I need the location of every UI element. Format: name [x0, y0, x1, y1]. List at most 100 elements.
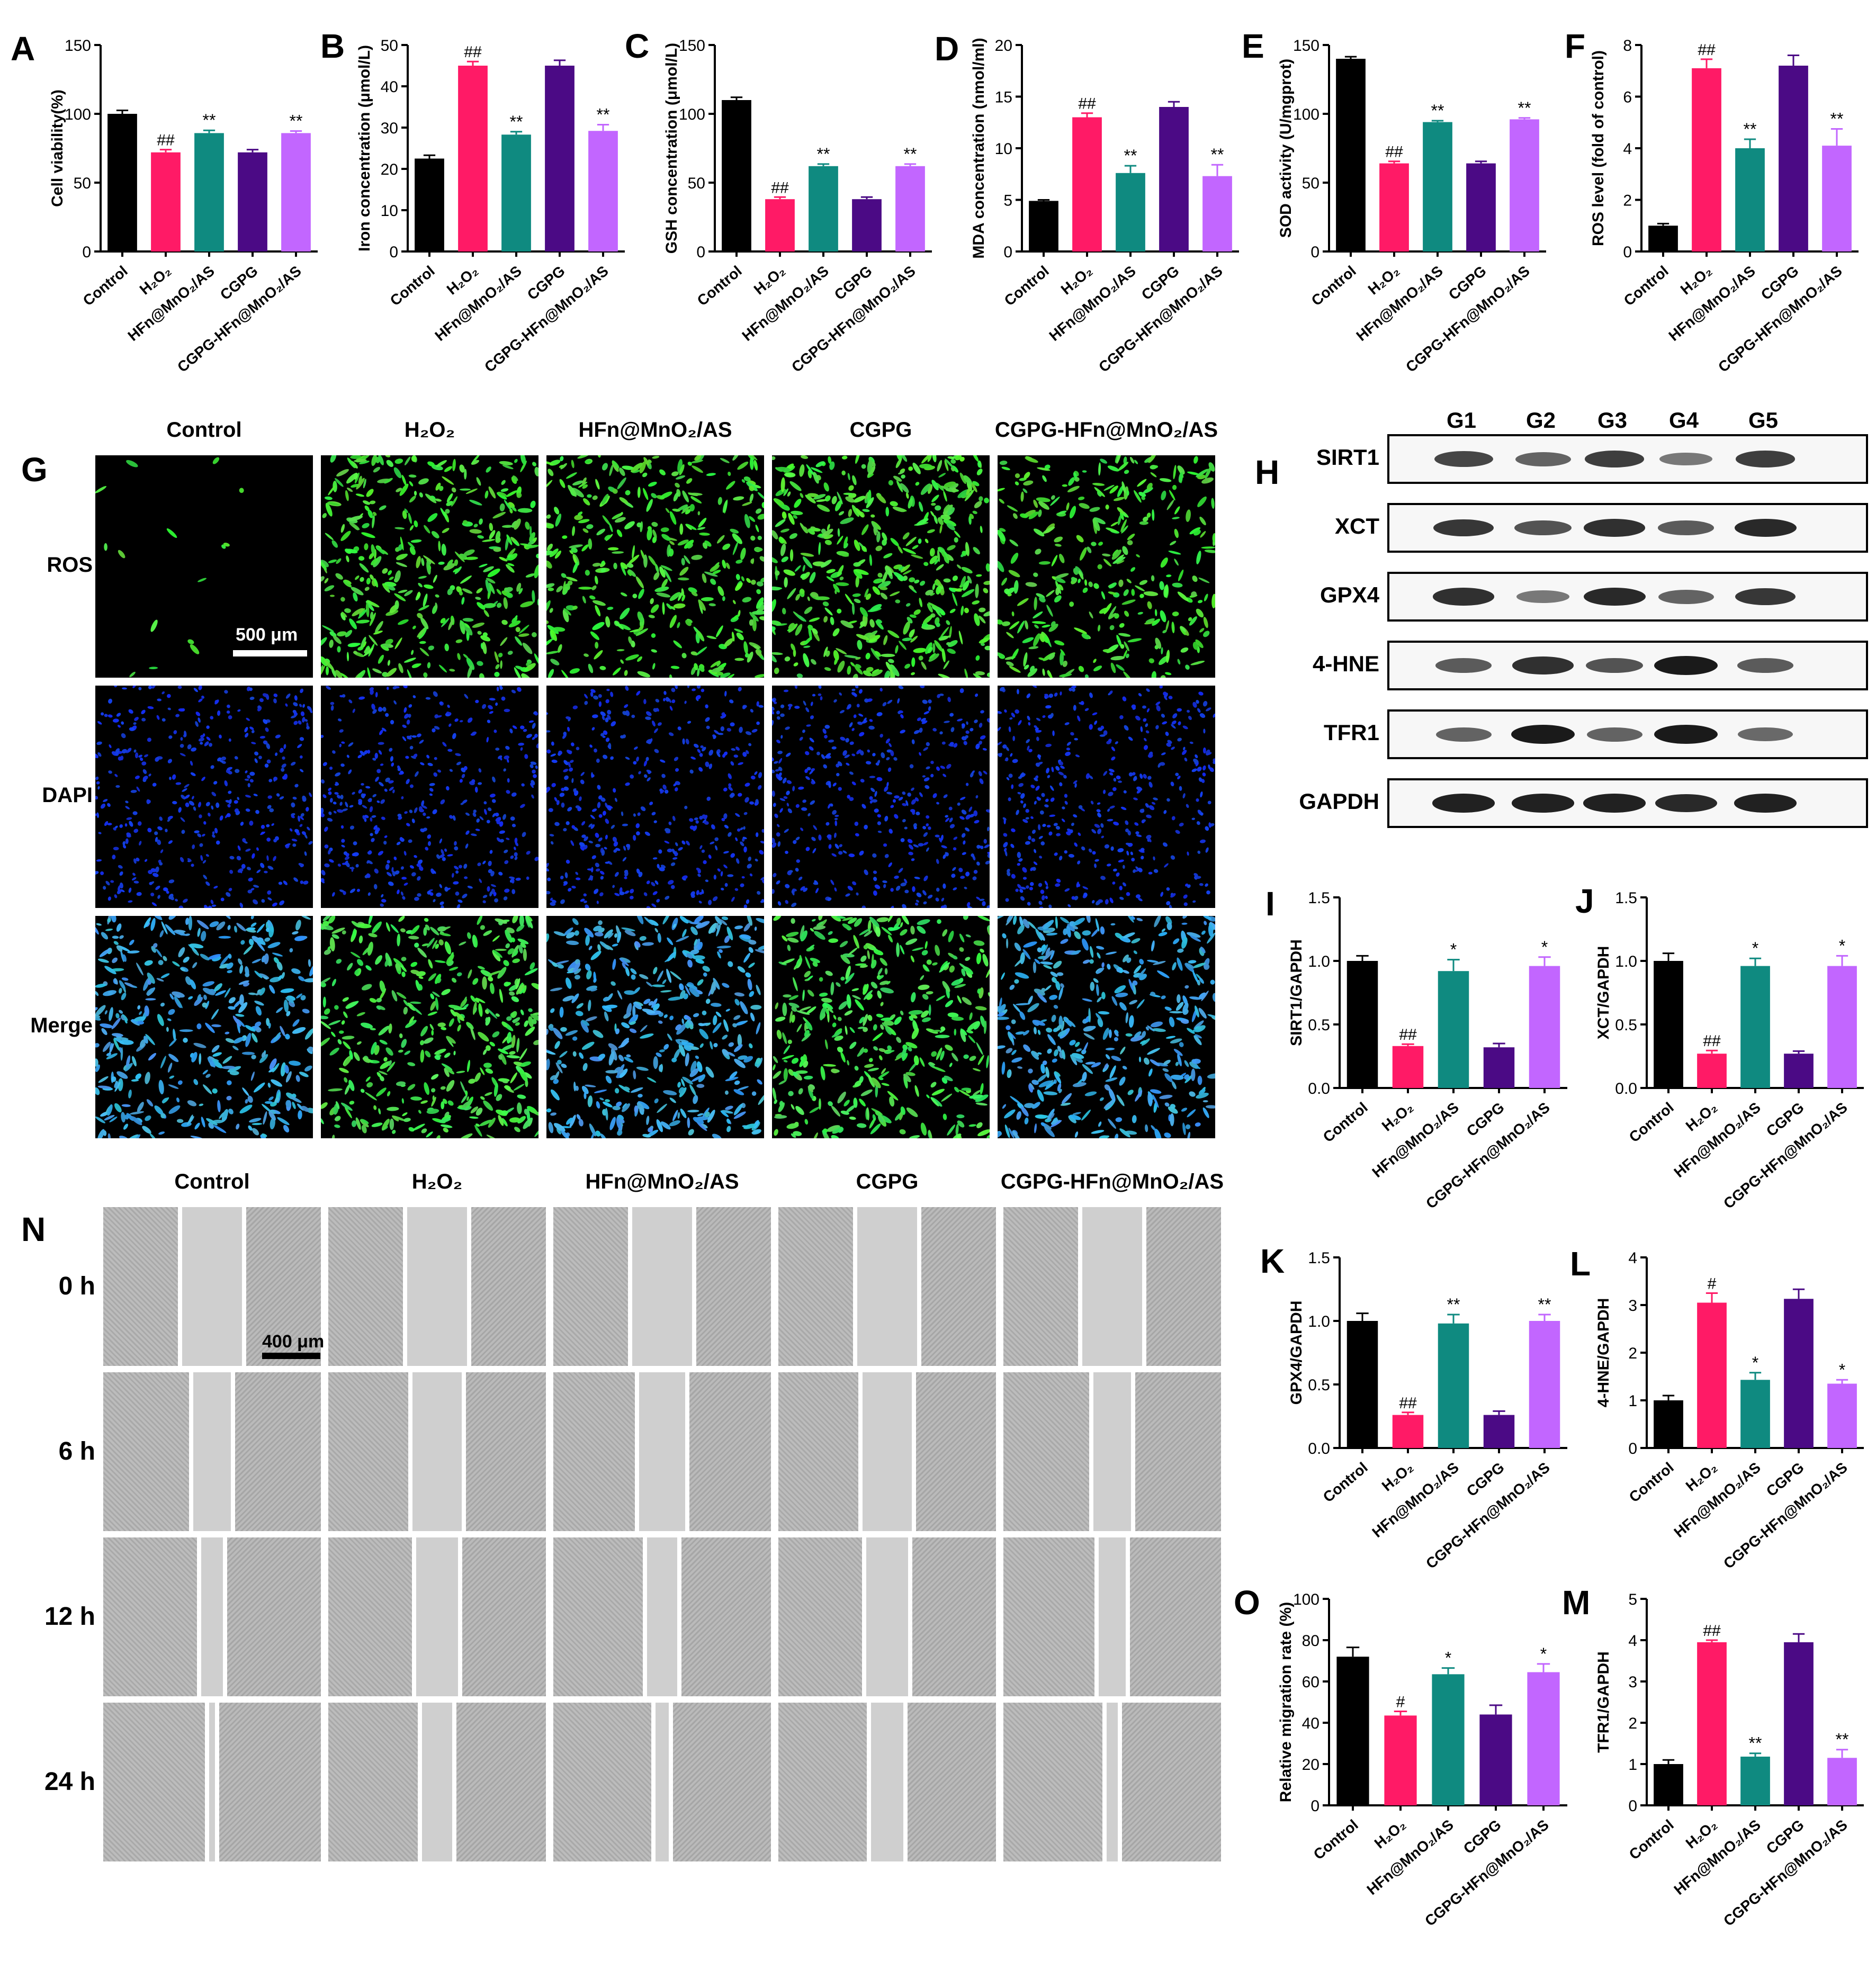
wound-image-left — [328, 1372, 409, 1531]
wound-image-left — [778, 1703, 867, 1861]
x-tick-label: H₂O₂ — [751, 263, 788, 298]
wound-image-right — [227, 1537, 321, 1696]
blot-band — [1737, 658, 1794, 673]
wound-image-right — [689, 1372, 771, 1531]
panel-letter-n: N — [21, 1210, 46, 1248]
wound-gap — [647, 1537, 678, 1696]
panel-letter-k: K — [1260, 1242, 1285, 1280]
scale-bar — [233, 650, 307, 656]
chart-e: 0 50 100 150 SOD activity (U/mgprot) Control #… — [1271, 21, 1557, 392]
y-tick-label: 0.0 — [1308, 1080, 1330, 1098]
bar — [1432, 1674, 1465, 1805]
significance-label: * — [1445, 1649, 1451, 1668]
bar — [895, 166, 925, 251]
y-axis-label: Relative migration rate (%) — [1277, 1602, 1295, 1802]
blot-lane-label: G3 — [1597, 408, 1628, 433]
x-tick-label: H₂O₂ — [444, 263, 481, 298]
significance-label: ## — [1703, 1032, 1721, 1050]
y-tick-label: 2 — [1628, 1715, 1637, 1732]
y-tick-label: 3 — [1628, 1674, 1637, 1691]
wound-gap — [407, 1207, 467, 1366]
y-tick-label: 30 — [381, 120, 398, 137]
y-tick-label: 1.5 — [1308, 889, 1330, 907]
bar — [1735, 148, 1765, 251]
wound-image-left — [103, 1703, 205, 1861]
y-tick-label: 100 — [65, 106, 91, 123]
bar — [1784, 1054, 1814, 1088]
bar — [1159, 107, 1189, 251]
significance-label: ## — [1399, 1395, 1417, 1412]
wound-gap — [656, 1703, 669, 1861]
bar — [238, 152, 267, 251]
wound-gap — [416, 1537, 458, 1696]
significance-label: ** — [1124, 146, 1137, 165]
panel-letter-b: B — [320, 27, 345, 65]
significance-label: * — [1540, 1644, 1547, 1663]
blot-protein-label: GAPDH — [1299, 789, 1379, 814]
blot-band — [1584, 451, 1645, 467]
significance-label: ## — [464, 43, 482, 61]
x-tick-label: H₂O₂ — [1683, 1459, 1720, 1495]
panel-g-row-label: Merge — [30, 1014, 93, 1037]
x-tick-label: H₂O₂ — [137, 263, 174, 298]
bar — [1784, 1299, 1814, 1448]
blot-band — [1655, 794, 1717, 813]
x-tick-label: Control — [1310, 1816, 1361, 1863]
panel-g-column-label: CGPG-HFn@MnO₂/AS — [994, 418, 1218, 442]
wound-image-left — [778, 1207, 853, 1366]
significance-label: ** — [1744, 120, 1757, 139]
wound-image-left — [103, 1537, 197, 1696]
y-tick-label: 0.5 — [1308, 1377, 1330, 1394]
significance-label: ** — [817, 145, 830, 164]
wound-image-left — [1003, 1372, 1089, 1531]
bar — [1347, 1321, 1378, 1448]
wound-image-right — [456, 1703, 546, 1861]
significance-label: * — [1839, 936, 1845, 955]
y-tick-label: 0 — [1623, 244, 1632, 261]
bar — [281, 133, 311, 251]
merge-image — [95, 916, 313, 1138]
panel-letter-m: M — [1562, 1584, 1591, 1622]
y-axis-label: SIRT1/GAPDH — [1288, 939, 1305, 1046]
x-tick-label: Control — [387, 263, 438, 309]
y-tick-label: 3 — [1628, 1297, 1637, 1315]
wound-image-right — [1130, 1537, 1221, 1696]
bar — [1740, 966, 1770, 1088]
wound-image-right — [908, 1703, 996, 1861]
significance-label: ** — [1836, 1730, 1849, 1749]
blot-protein-label: GPX4 — [1320, 582, 1379, 607]
bar — [1529, 1321, 1560, 1448]
wound-image-right — [915, 1372, 996, 1531]
chart-i: 0.0 0.5 1.0 1.5 SIRT1/GAPDH Control ## H₂O₂ * HFn… — [1281, 874, 1578, 1212]
blot-protein-label: TFR1 — [1324, 720, 1379, 745]
wound-gap — [1093, 1372, 1132, 1531]
y-tick-label: 2 — [1623, 192, 1632, 210]
blot-protein-label: XCT — [1335, 514, 1379, 538]
blot-band — [1435, 727, 1492, 742]
x-tick-label: H₂O₂ — [1379, 1459, 1416, 1495]
blot-membrane — [1387, 709, 1868, 759]
y-tick-label: 0 — [696, 244, 705, 261]
y-tick-label: 10 — [995, 140, 1012, 158]
wound-image-left — [103, 1372, 189, 1531]
significance-label: ** — [510, 112, 523, 131]
wound-gap — [412, 1372, 462, 1531]
blot-band — [1583, 794, 1646, 813]
chart-a: 0 50 100 150 Cell viability(%) Control ## H₂O₂ *… — [42, 21, 328, 392]
x-tick-label: H₂O₂ — [1365, 263, 1403, 298]
significance-label: * — [1450, 940, 1457, 959]
y-tick-label: 4 — [1623, 140, 1632, 158]
bar — [1827, 966, 1857, 1088]
x-tick-label: H₂O₂ — [1379, 1099, 1416, 1135]
significance-label: ## — [1399, 1026, 1417, 1044]
bar — [1654, 1764, 1683, 1805]
panel-g-column-label: HFn@MnO₂/AS — [578, 418, 732, 442]
dapi-image — [95, 686, 313, 908]
y-tick-label: 0 — [1310, 1797, 1320, 1815]
bar — [588, 131, 618, 251]
wound-image-right — [1121, 1703, 1221, 1861]
bar — [1827, 1758, 1857, 1805]
x-tick-label: H₂O₂ — [1058, 263, 1096, 298]
y-tick-label: 1 — [1628, 1392, 1637, 1410]
y-axis-label: Iron concentration (μmol/L) — [356, 45, 373, 251]
